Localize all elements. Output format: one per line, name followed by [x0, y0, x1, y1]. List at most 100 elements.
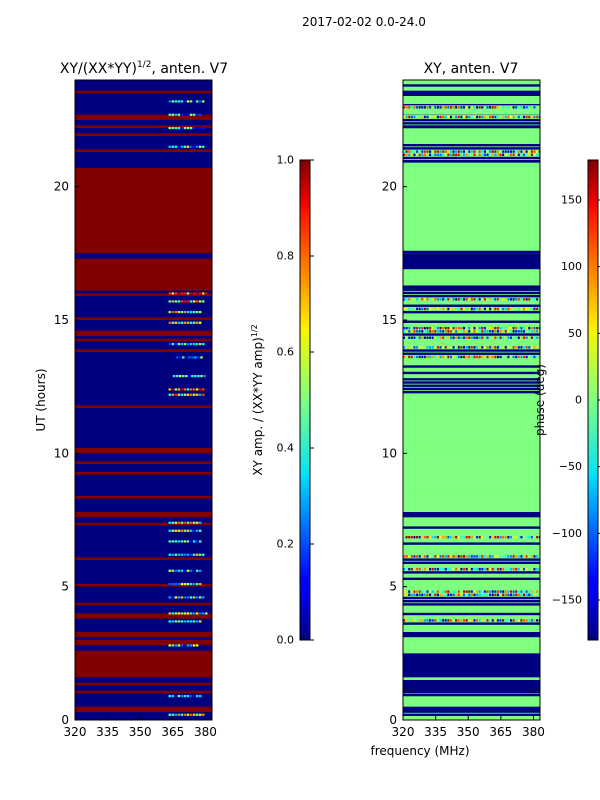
- phase-cell: [528, 536, 531, 539]
- phase-cell: [421, 153, 424, 156]
- y-tick-label: 0: [61, 713, 69, 727]
- phase-cell: [418, 330, 421, 333]
- phase-cell: [416, 298, 419, 301]
- phase-cell: [520, 568, 523, 571]
- amp-cell: [172, 356, 176, 359]
- amp-cell: [177, 388, 181, 391]
- amp-cell: [183, 695, 187, 698]
- amp-cell: [192, 620, 196, 623]
- phase-cell: [436, 330, 439, 333]
- phase-cell: [483, 115, 486, 119]
- phase-cell: [403, 294, 540, 298]
- amp-colorbar-gradient: [299, 159, 311, 641]
- phase-cell: [403, 98, 540, 104]
- amp-cell: [175, 375, 179, 378]
- phase-cell: [452, 593, 455, 596]
- phase-cell: [502, 355, 505, 359]
- amp-cell: [186, 713, 190, 716]
- phase-cell: [403, 333, 540, 336]
- phase-cell: [410, 150, 413, 153]
- amp-cell: [192, 393, 196, 396]
- x-tick-label: 365: [161, 725, 184, 739]
- amp-cell: [192, 583, 196, 586]
- amp-cell: [183, 612, 187, 615]
- phase-cell: [494, 590, 497, 593]
- phase-cell: [468, 330, 471, 333]
- phase-cell: [496, 330, 499, 333]
- phase-cell: [429, 298, 432, 301]
- phase-cell: [405, 619, 408, 622]
- amp-cell: [185, 375, 188, 378]
- phase-cell: [530, 307, 533, 311]
- phase-cell: [403, 410, 540, 446]
- phase-cell: [517, 150, 520, 153]
- phase-cell: [483, 298, 486, 301]
- phase-cell: [533, 355, 536, 359]
- phase-cell: [530, 115, 533, 119]
- amp-cell: [189, 100, 193, 103]
- amp-cell: [186, 620, 190, 623]
- phase-cell: [423, 106, 426, 109]
- amp-cell: [178, 375, 182, 378]
- phase-cell: [528, 298, 531, 301]
- phase-cell: [403, 138, 540, 144]
- phase-cell: [515, 150, 518, 153]
- amp-cell: [75, 650, 212, 678]
- phase-cell: [491, 326, 494, 330]
- phase-cell: [507, 346, 510, 349]
- phase-cell: [507, 307, 510, 311]
- amp-cell: [192, 321, 196, 324]
- phase-cell: [481, 555, 484, 558]
- phase-cell: [499, 106, 502, 109]
- amp-cell: [75, 293, 212, 296]
- phase-cell: [473, 298, 476, 301]
- phase-cell: [449, 153, 452, 156]
- phase-cell: [434, 619, 437, 622]
- phase-cell: [423, 346, 426, 349]
- phase-cell: [530, 568, 533, 571]
- amp-cell: [171, 321, 175, 324]
- phase-cell: [468, 298, 471, 301]
- phase-cell: [449, 307, 452, 311]
- phase-cell: [515, 555, 518, 558]
- phase-cell: [538, 106, 540, 109]
- phase-cell: [455, 555, 458, 558]
- amp-cell: [201, 596, 205, 599]
- phase-cell: [489, 336, 492, 339]
- amp-cell: [180, 612, 184, 615]
- phase-cell: [507, 568, 510, 571]
- amp-cell: [171, 644, 175, 647]
- amp-cell: [171, 300, 175, 303]
- phase-cell: [457, 307, 460, 311]
- phase-cell: [452, 346, 455, 349]
- phase-cell: [528, 346, 531, 349]
- phase-cell: [502, 326, 505, 330]
- phase-cell: [517, 326, 520, 330]
- amp-cell: [180, 583, 184, 586]
- phase-cell: [502, 153, 505, 156]
- phase-cell: [468, 568, 471, 571]
- phase-colorbar-label: phase (deg): [533, 364, 547, 436]
- phase-cell: [463, 150, 466, 153]
- phase-cell: [465, 568, 468, 571]
- phase-cell: [468, 555, 471, 558]
- phase-cell: [447, 150, 450, 153]
- phase-cell: [408, 619, 411, 622]
- phase-cell: [489, 590, 492, 593]
- amp-cell: [178, 356, 182, 359]
- phase-cell: [517, 106, 520, 109]
- phase-cell: [536, 326, 539, 330]
- phase-cell: [403, 349, 540, 352]
- amp-cell: [192, 713, 196, 716]
- phase-cell: [413, 555, 416, 558]
- phase-cell: [478, 355, 481, 359]
- phase-cell: [460, 153, 463, 156]
- phase-cell: [509, 153, 512, 156]
- phase-cell: [515, 536, 518, 539]
- phase-cell: [530, 298, 533, 301]
- amp-panel: XY/(XX*YY)1/2, anten. V7 320 335 350 365 380…: [34, 60, 228, 739]
- phase-cell: [509, 115, 512, 119]
- amp-cell: [180, 644, 184, 647]
- phase-cell: [509, 307, 512, 311]
- amp-cell: [198, 695, 202, 698]
